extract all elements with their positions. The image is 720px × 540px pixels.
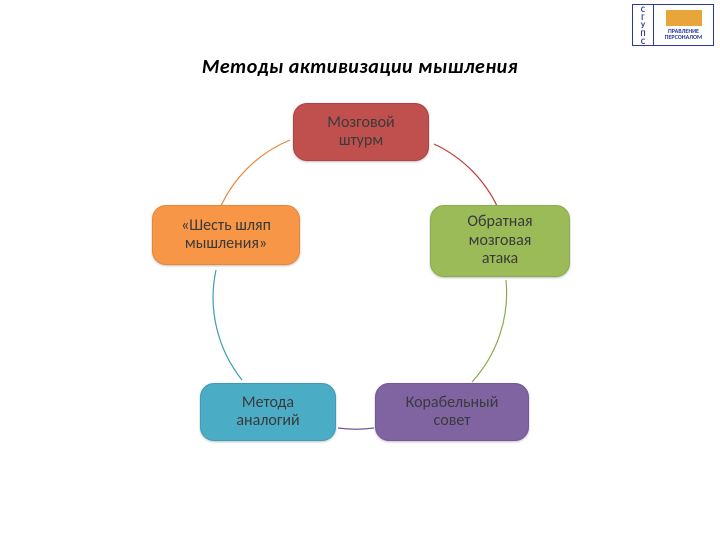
cycle-diagram: Мозговойштурм Обратнаямозговаяатака Корабе… <box>120 100 600 510</box>
diagram-arc <box>434 144 498 208</box>
logo-letters: С Г У П С <box>633 5 654 45</box>
diagram-arc <box>472 280 507 382</box>
diagram-node-label: Обратнаямозговаяатака <box>467 213 532 268</box>
logo-right: ПРАВЛЕНИЕ ПЕРСОНАЛОМ <box>654 5 713 45</box>
diagram-arc <box>220 140 290 208</box>
slide: С Г У П С ПРАВЛЕНИЕ ПЕРСОНАЛОМ Методы ак… <box>0 0 720 540</box>
diagram-node: «Шесть шляпмышления» <box>152 205 300 265</box>
diagram-arcs <box>120 100 600 510</box>
diagram-node: Мозговойштурм <box>293 103 429 161</box>
diagram-node-label: Методааналогий <box>236 394 299 431</box>
diagram-arc <box>338 428 374 429</box>
diagram-node-label: «Шесть шляпмышления» <box>181 217 271 254</box>
diagram-node: Методааналогий <box>200 383 336 441</box>
diagram-node: Корабельныйсовет <box>375 383 529 441</box>
diagram-node-label: Мозговойштурм <box>327 114 394 151</box>
diagram-arc <box>213 270 242 380</box>
logo-glyph-icon <box>673 10 695 26</box>
diagram-node: Обратнаямозговаяатака <box>430 205 570 277</box>
logo: С Г У П С ПРАВЛЕНИЕ ПЕРСОНАЛОМ <box>632 4 714 46</box>
diagram-node-label: Корабельныйсовет <box>406 394 499 431</box>
logo-caption-2: ПЕРСОНАЛОМ <box>665 34 703 40</box>
logo-letter: С <box>641 38 645 46</box>
page-title: Методы активизации мышления <box>0 55 720 79</box>
